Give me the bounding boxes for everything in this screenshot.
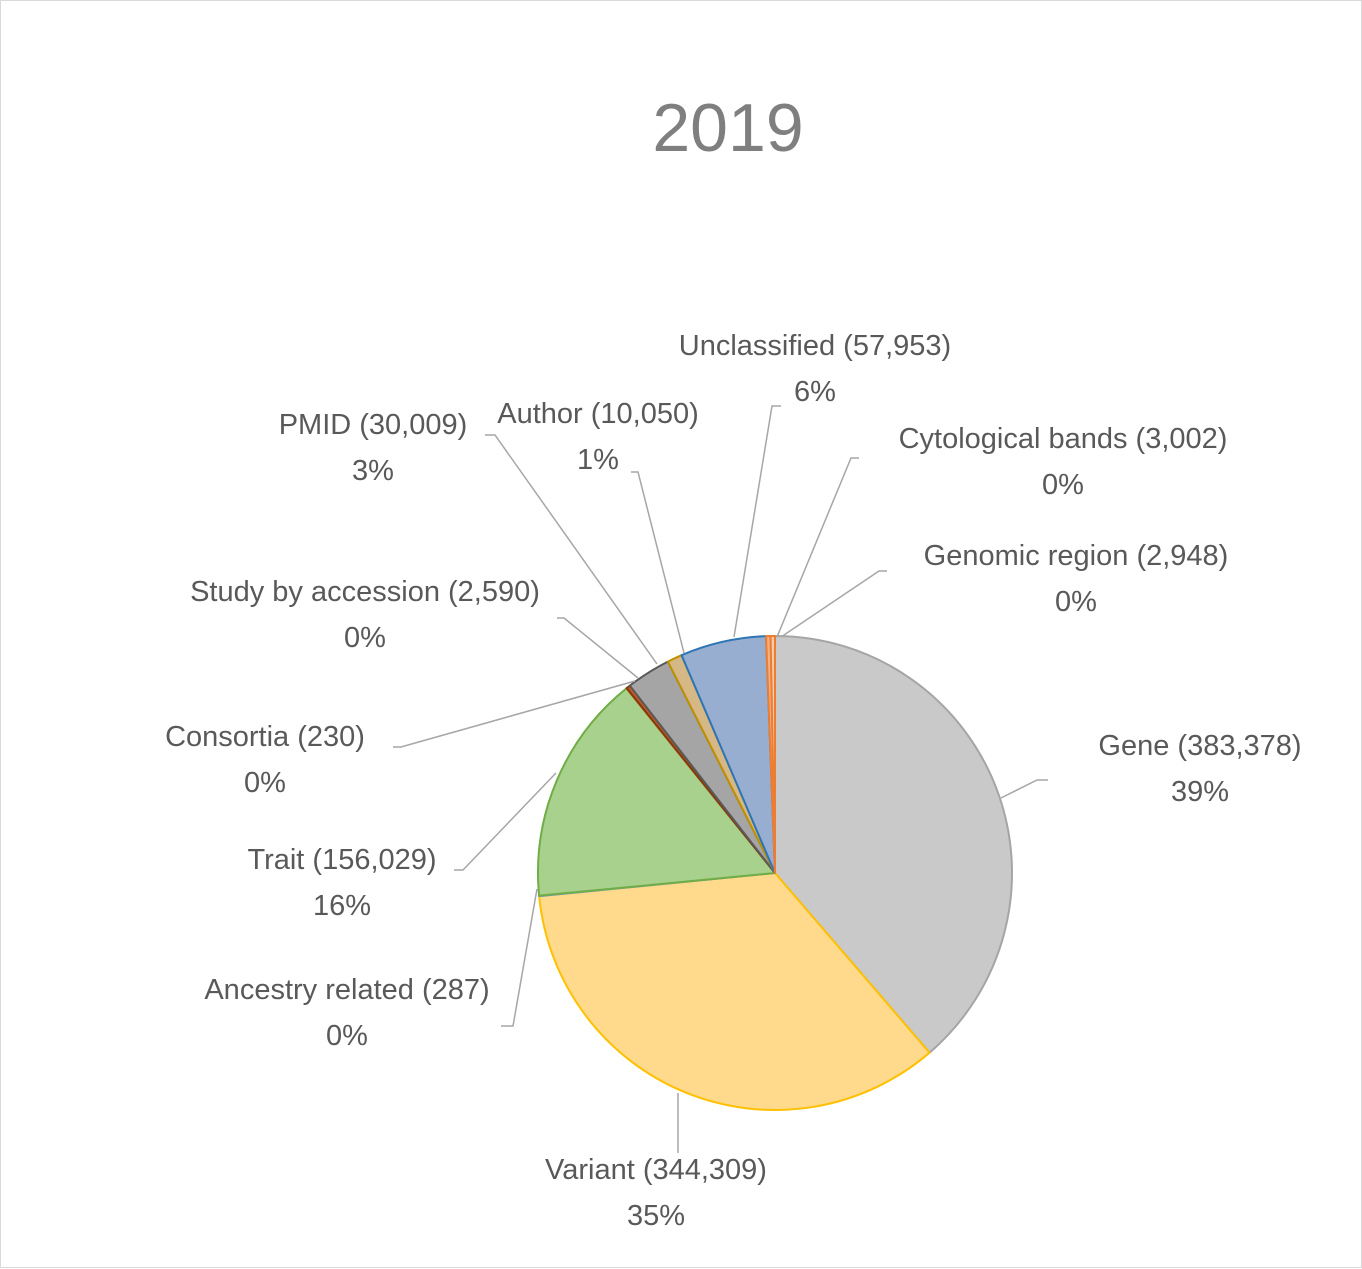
pie-slices (537, 634, 1014, 1111)
data-label-percent-genomic-region: 0% (1055, 586, 1097, 618)
data-label-category-consortia: Consortia (230) (165, 721, 365, 753)
leader-line-genomic-region (780, 570, 887, 638)
data-label-percent-trait: 16% (313, 890, 371, 922)
data-label-category-genomic-region: Genomic region (2,948) (924, 540, 1229, 572)
data-label-category-author: Author (10,050) (497, 398, 699, 430)
data-label-percent-pmid: 3% (352, 455, 394, 487)
chart-title: 2019 (652, 90, 803, 166)
data-label-category-pmid: PMID (30,009) (279, 409, 468, 441)
data-label-percent-variant: 35% (627, 1200, 685, 1232)
leader-line-cytological-bands (776, 457, 859, 638)
data-label-variant: Variant (344,309) 35% (545, 1154, 767, 1232)
data-label-percent-gene: 39% (1171, 776, 1229, 808)
data-label-percent-ancestry-related: 0% (326, 1020, 368, 1052)
leader-line-ancestry-related (501, 888, 538, 1027)
data-label-ancestry-related: Ancestry related (287) 0% (204, 974, 489, 1052)
data-label-category-ancestry-related: Ancestry related (287) (204, 974, 489, 1006)
data-label-trait: Trait (156,029) 16% (247, 844, 436, 922)
pie-slice-genomic-region (769, 634, 776, 874)
leader-line-unclassified (733, 405, 781, 638)
data-label-cytological-bands: Cytological bands (3,002) 0% (899, 423, 1228, 501)
leader-line-trait (454, 772, 557, 871)
data-label-unclassified: Unclassified (57,953) 6% (679, 330, 951, 408)
data-label-percent-consortia: 0% (244, 767, 286, 799)
leader-line-author (631, 471, 685, 654)
data-label-pmid: PMID (30,009) 3% (279, 409, 468, 487)
data-labels: Gene (383,378) 39% Variant (344,309) 35% Anc… (165, 330, 1302, 1232)
data-label-study-by-accession: Study by accession (2,590) 0% (190, 576, 540, 654)
data-label-percent-author: 1% (577, 444, 619, 476)
leader-line-gene (1000, 779, 1048, 799)
data-label-author: Author (10,050) 1% (497, 398, 699, 476)
data-label-category-trait: Trait (156,029) (247, 844, 436, 876)
data-label-gene: Gene (383,378) 39% (1098, 730, 1301, 808)
data-label-category-gene: Gene (383,378) (1098, 730, 1301, 762)
data-label-percent-unclassified: 6% (794, 376, 836, 408)
leader-line-pmid (485, 434, 658, 665)
data-label-category-study-by-accession: Study by accession (2,590) (190, 576, 540, 608)
leader-line-study-by-accession (557, 617, 639, 679)
data-label-percent-study-by-accession: 0% (344, 622, 386, 654)
data-label-genomic-region: Genomic region (2,948) 0% (924, 540, 1229, 618)
leader-lines (393, 405, 1048, 1153)
data-label-category-unclassified: Unclassified (57,953) (679, 330, 951, 362)
data-label-percent-cytological-bands: 0% (1042, 469, 1084, 501)
data-label-consortia: Consortia (230) 0% (165, 721, 365, 799)
pie-slice-variant (538, 872, 931, 1111)
pie-slice-gene (774, 635, 1014, 1054)
data-label-category-cytological-bands: Cytological bands (3,002) (899, 423, 1228, 455)
data-label-category-variant: Variant (344,309) (545, 1154, 767, 1186)
leader-line-consortia (393, 680, 636, 748)
pie-slice-trait (537, 687, 776, 897)
